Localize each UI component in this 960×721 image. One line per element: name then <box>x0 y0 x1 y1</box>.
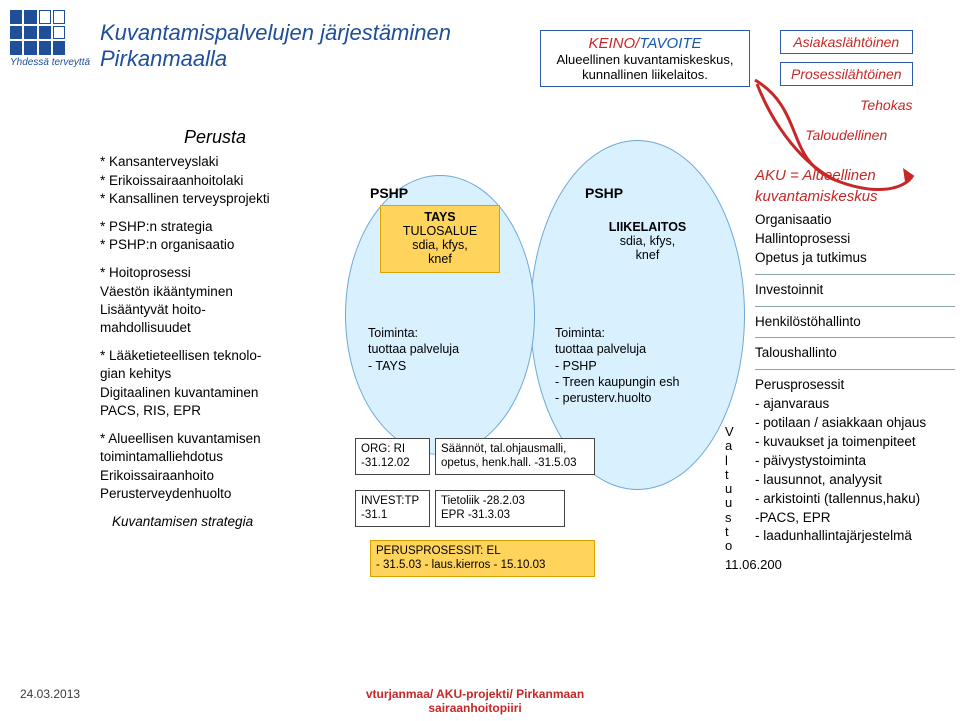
valtuusto-label: Val tuu sto 11.06.200 <box>725 425 782 572</box>
perusta-g1: * Kansanterveyslaki* Erikoissairaanhoito… <box>100 153 330 208</box>
perusta-column: Perusta * Kansanterveyslaki* Erikoissair… <box>100 125 330 541</box>
quality-tehokas: Tehokas <box>780 94 913 116</box>
tietoliik-box: Tietoliik -28.2.03EPR -31.3.03 <box>435 490 565 527</box>
logo-caption: Yhdessä terveyttä <box>10 57 90 68</box>
keino-tavoite-box: KEINO/TAVOITE Alueellinen kuvantamiskesk… <box>540 30 750 87</box>
tays-box: TAYS TULOSALUE sdia, kfys, knef <box>380 205 500 273</box>
perusta-heading: Perusta <box>100 125 330 149</box>
qualities-list: Asiakaslähtöinen Prosessilähtöinen Tehok… <box>780 30 913 146</box>
perusta-g2: * PSHP:n strategia* PSHP:n organisaatio <box>100 218 330 254</box>
perusprosessit-box: PERUSPROSESSIT: EL- 31.5.03 - laus.kierr… <box>370 540 595 577</box>
invest-box: INVEST:TP-31.1 <box>355 490 430 527</box>
perusta-g5: * Alueellisen kuvantamisen toimintamalli… <box>100 430 330 503</box>
quality-prosessi: Prosessilähtöinen <box>780 62 913 86</box>
page-title: Kuvantamispalvelujen järjestäminen Pirka… <box>100 20 451 72</box>
aku-column: AKU = Alueellinen kuvantamiskeskus Organ… <box>755 165 955 546</box>
footer-project: vturjanmaa/ AKU-projekti/ Pirkanmaansair… <box>366 687 584 715</box>
pshp-right-label: PSHP <box>585 185 623 201</box>
perusta-g4: * Lääketieteellisen teknolo- gian kehity… <box>100 347 330 420</box>
perusta-g3: * Hoitoprosessi Väestön ikääntyminen Lis… <box>100 264 330 337</box>
pshp-left-label: PSHP <box>370 185 408 201</box>
saannot-box: Säännöt, tal.ohjausmalli,opetus, henk.ha… <box>435 438 595 475</box>
page-footer: 24.03.2013 vturjanmaa/ AKU-projekti/ Pir… <box>0 687 960 715</box>
toiminta-right: Toiminta:tuottaa palveluja- PSHP- Treen … <box>555 325 740 406</box>
quality-asiakas: Asiakaslähtöinen <box>780 30 913 54</box>
toiminta-left: Toiminta:tuottaa palveluja- TAYS <box>368 325 518 374</box>
perusta-g6: Kuvantamisen strategia <box>112 513 330 531</box>
quality-taloudellinen: Taloudellinen <box>780 124 913 146</box>
brand-logo: Yhdessä terveyttä <box>10 10 90 68</box>
liikelaitos-box: LIIKELAITOS sdia, kfys, knef <box>595 220 700 262</box>
org-ri-box: ORG: RI-31.12.02 <box>355 438 430 475</box>
footer-date: 24.03.2013 <box>20 687 80 715</box>
